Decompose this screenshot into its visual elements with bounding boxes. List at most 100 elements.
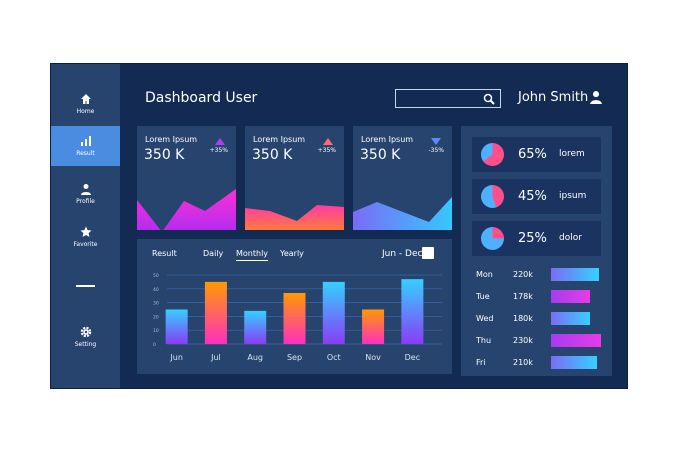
day-label: Mon (476, 270, 493, 279)
sidebar-divider (76, 285, 95, 287)
bar-dec[interactable] (401, 279, 424, 344)
home-icon (80, 94, 91, 104)
chart-title: Result (152, 249, 177, 258)
user-icon[interactable] (589, 90, 603, 104)
x-tick-label: Nov (365, 353, 381, 362)
card-value: 350 K (360, 147, 401, 163)
user-name[interactable]: John Smith (518, 90, 589, 105)
date-range[interactable]: Jun - Dec (382, 249, 423, 259)
sidebar-item-label: Home (76, 108, 95, 115)
y-tick-label: 10 (153, 328, 159, 334)
y-tick-label: 30 (153, 301, 159, 307)
star-icon (80, 226, 91, 237)
day-bar (551, 356, 597, 369)
day-label: Fri (476, 358, 486, 367)
bar-chart-icon (80, 136, 91, 146)
card-label: Lorem Ipsum (253, 135, 306, 144)
page-title: Dashboard User (145, 90, 258, 106)
y-tick-label: 20 (153, 314, 159, 320)
card-change: +35% (209, 147, 228, 154)
stat-percent: 25% (518, 231, 547, 246)
tab-monthly[interactable]: Monthly (236, 249, 269, 261)
card-label: Lorem Ipsum (145, 135, 198, 144)
day-row: Mon 220k (476, 268, 606, 282)
search-icon[interactable] (483, 93, 495, 105)
day-bar (551, 290, 590, 303)
stat-card[interactable]: Lorem Ipsum 350 K +35% (137, 126, 236, 230)
percent-stat[interactable]: 25% dolor (472, 221, 601, 256)
sidebar-item-setting[interactable]: Setting (51, 317, 120, 357)
pie-chart (481, 185, 504, 208)
x-tick-label: Aug (247, 353, 263, 362)
chart-panel: Result Daily Monthly Yearly Jun - Dec 0 1… (137, 239, 452, 374)
percent-stat[interactable]: 65% lorem (472, 137, 601, 172)
trend-up-icon (215, 138, 225, 145)
stat-percent: 65% (518, 147, 547, 162)
sidebar-item-profile[interactable]: Profile (51, 174, 120, 214)
tab-yearly[interactable]: Yearly (280, 249, 304, 258)
sidebar-item-result[interactable]: Result (51, 126, 120, 166)
y-tick-label: 40 (153, 287, 159, 293)
sidebar-item-label: Profile (76, 198, 95, 205)
day-row: Fri 210k (476, 356, 606, 370)
area-chart (353, 197, 452, 230)
pie-chart (481, 143, 504, 166)
calendar-icon[interactable] (422, 247, 434, 259)
day-row: Wed 180k (476, 312, 606, 326)
day-label: Thu (476, 336, 492, 345)
bar-jun[interactable] (165, 309, 188, 345)
day-value: 178k (513, 292, 533, 301)
search-input[interactable] (395, 89, 501, 108)
bar-aug[interactable] (244, 310, 267, 344)
card-change: +35% (317, 147, 336, 154)
sidebar-item-favorite[interactable]: Favorite (51, 217, 120, 257)
card-value: 350 K (144, 147, 185, 163)
trend-down-icon (431, 138, 441, 145)
x-tick-label: Jun (169, 353, 183, 362)
trend-up-icon (323, 138, 333, 145)
day-value: 220k (513, 270, 533, 279)
day-value: 210k (513, 358, 533, 367)
x-tick-label: Dec (405, 353, 420, 362)
percent-stat[interactable]: 45% ipsum (472, 179, 601, 214)
stat-label: dolor (559, 233, 582, 243)
day-value: 180k (513, 314, 533, 323)
day-row: Tue 178k (476, 290, 606, 304)
bar-jul[interactable] (204, 281, 227, 344)
sidebar-item-label: Setting (74, 341, 97, 348)
day-label: Wed (476, 314, 494, 323)
area-chart (245, 205, 344, 230)
stat-percent: 45% (518, 189, 547, 204)
bar-nov[interactable] (362, 309, 385, 345)
sidebar-item-label: Result (76, 150, 95, 157)
day-bar (551, 268, 599, 281)
day-row: Thu 230k (476, 334, 606, 348)
x-tick-label: Sep (287, 353, 302, 362)
y-tick-label: 0 (153, 342, 156, 348)
x-tick-label: Jul (210, 353, 221, 362)
stats-panel: 65% lorem 45% ipsum 25% dolor Mon 220k Tu… (461, 126, 612, 376)
day-bar (551, 312, 591, 325)
bar-sep[interactable] (283, 292, 306, 344)
stat-card[interactable]: Lorem Ipsum 350 K +35% (245, 126, 344, 230)
stat-card[interactable]: Lorem Ipsum 350 K -35% (353, 126, 452, 230)
tab-daily[interactable]: Daily (203, 249, 224, 258)
pie-chart (481, 227, 504, 250)
card-value: 350 K (252, 147, 293, 163)
area-chart (137, 189, 236, 230)
sidebar-item-home[interactable]: Home (51, 84, 120, 124)
bar-oct[interactable] (322, 281, 345, 344)
day-label: Tue (476, 292, 490, 301)
sidebar-item-label: Favorite (73, 241, 98, 248)
day-bar (551, 334, 601, 347)
person-icon (80, 184, 91, 195)
x-tick-label: Oct (327, 353, 341, 362)
gear-icon (80, 326, 91, 338)
dashboard-window: Home Result Profile Favorite Setting Das… (50, 63, 628, 389)
day-value: 230k (513, 336, 533, 345)
bar-chart: 0 10 20 30 40 50 Jun Jul Aug Sep Oct Nov Dec (153, 273, 442, 362)
card-label: Lorem Ipsum (361, 135, 414, 144)
card-change: -35% (428, 147, 444, 154)
sidebar: Home Result Profile Favorite Setting (51, 64, 120, 388)
stat-label: lorem (559, 149, 585, 159)
